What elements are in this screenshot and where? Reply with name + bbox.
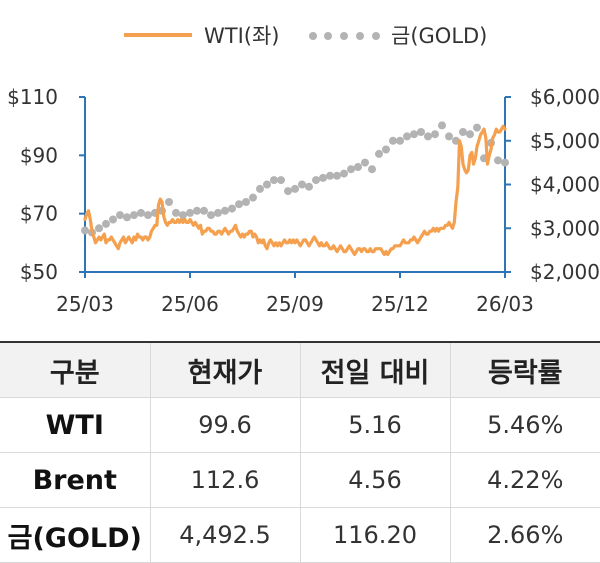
table-row: Brent 112.6 4.56 4.22% (0, 452, 600, 508)
gold-point (326, 171, 334, 180)
left-tick-label: $90 (20, 143, 58, 167)
gold-point (81, 226, 89, 235)
wti-line (83, 124, 507, 257)
gold-point (410, 130, 418, 139)
x-tick-label: 26/03 (476, 292, 534, 316)
header-category: 구분 (0, 341, 151, 398)
gold-point (214, 208, 222, 217)
gold-point (305, 182, 313, 191)
wti-series (83, 124, 507, 257)
gold-point (263, 180, 271, 189)
gold-point (298, 180, 306, 189)
cell-change-rate: 2.66% (449, 507, 600, 563)
legend-gold-swatch (309, 32, 380, 40)
gold-point (445, 132, 453, 141)
gold-point (102, 219, 110, 228)
price-table: 구분 현재가 전일 대비 등락률 WTI 99.6 5.16 5.46% Bre… (0, 341, 600, 563)
right-tick-label: $2,000 (530, 260, 600, 284)
cell-change: 116.20 (299, 507, 451, 563)
gold-point (179, 211, 187, 220)
cell-change-rate: 4.22% (449, 452, 600, 508)
right-tick-label: $5,000 (530, 129, 600, 153)
gold-point (361, 158, 369, 167)
gold-point (137, 208, 145, 217)
gold-point (319, 173, 327, 182)
x-tick-label: 25/06 (161, 292, 219, 316)
gold-point (256, 184, 264, 193)
gold-point (242, 198, 250, 206)
gold-point (333, 171, 341, 180)
gold-point (347, 165, 355, 174)
x-tick-label: 25/03 (56, 292, 114, 316)
gold-point (207, 211, 215, 220)
gold-point (368, 165, 376, 174)
gold-point (109, 215, 117, 224)
gold-point (228, 204, 236, 213)
row-label: WTI (0, 397, 151, 453)
x-tick-label: 25/12 (371, 292, 429, 316)
cell-current-price: 4,492.5 (149, 507, 301, 563)
gold-series (81, 121, 509, 237)
header-change-rate: 등락률 (449, 341, 600, 398)
gold-point (466, 130, 474, 139)
cell-current-price: 99.6 (149, 397, 301, 453)
table-row: WTI 99.6 5.16 5.46% (0, 397, 600, 453)
gold-point (284, 187, 292, 196)
left-tick-label: $70 (20, 202, 58, 226)
gold-point (431, 130, 439, 139)
cell-current-price: 112.6 (149, 452, 301, 508)
gold-point (172, 208, 180, 217)
x-tick-label: 25/09 (266, 292, 324, 316)
gold-point (389, 136, 397, 145)
gold-point (200, 206, 208, 215)
gold-point (501, 158, 509, 167)
header-change: 전일 대비 (299, 341, 451, 398)
left-tick-label: $50 (20, 260, 58, 284)
legend: WTI(좌) 금(GOLD) (124, 24, 487, 48)
gold-point (375, 149, 383, 158)
right-tick-label: $6,000 (530, 85, 600, 109)
gold-point (473, 123, 481, 132)
right-tick-label: $3,000 (530, 216, 600, 240)
table-row: 금(GOLD) 4,492.5 116.20 2.66% (0, 507, 600, 563)
gold-point (403, 132, 411, 141)
gold-point (165, 198, 173, 206)
gold-point (270, 176, 278, 185)
gold-point (424, 132, 432, 141)
gold-point (95, 224, 103, 233)
axes: $110 $90 $70 $50 $6,000 $5,000 $4,000 $3,000 $2,… (7, 85, 600, 316)
cell-change: 5.16 (299, 397, 451, 453)
row-label: Brent (0, 452, 151, 508)
gold-point (186, 208, 194, 217)
gold-point (459, 128, 467, 136)
gold-point (312, 176, 320, 185)
commodity-price-chart: WTI(좌) 금(GOLD) $110 $90 $70 $50 $6,000 $5,000… (7, 24, 600, 316)
gold-point (249, 193, 257, 202)
right-tick-label: $4,000 (530, 173, 600, 197)
cell-change: 4.56 (299, 452, 451, 508)
gold-point (291, 184, 299, 193)
row-label: 금(GOLD) (0, 507, 151, 563)
gold-point (144, 211, 152, 220)
gold-point (396, 136, 404, 145)
header-current-price: 현재가 (149, 341, 301, 398)
gold-point (417, 128, 425, 136)
gold-point (116, 211, 124, 220)
cell-change-rate: 5.46% (449, 397, 600, 453)
gold-point (123, 213, 131, 222)
gold-point (382, 145, 390, 154)
gold-point (438, 121, 446, 130)
gold-point (130, 211, 138, 220)
legend-wti-label: WTI(좌) (204, 24, 280, 48)
gold-point (277, 176, 285, 185)
left-tick-label: $110 (7, 85, 58, 109)
gold-point (235, 200, 243, 209)
gold-point (494, 156, 502, 165)
legend-gold-label: 금(GOLD) (391, 24, 487, 48)
gold-point (193, 206, 201, 215)
gold-point (340, 169, 348, 178)
table-header-row: 구분 현재가 전일 대비 등락률 (0, 341, 600, 398)
gold-point (354, 163, 362, 171)
gold-point (221, 206, 229, 215)
